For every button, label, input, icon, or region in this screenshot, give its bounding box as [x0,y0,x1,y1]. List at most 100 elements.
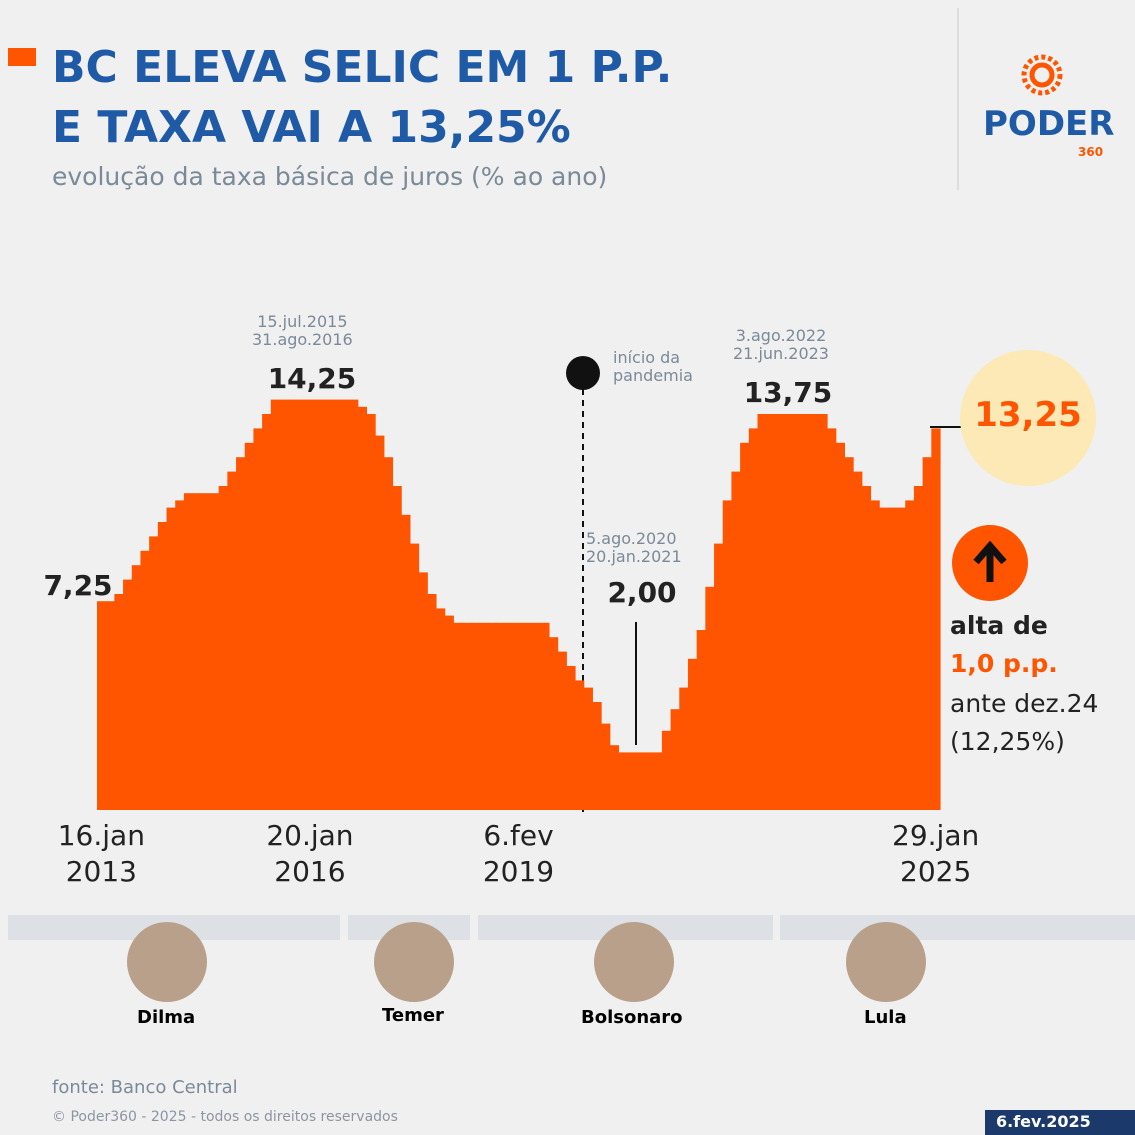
title: BC ELEVA SELIC EM 1 P.P. [52,44,672,92]
step-bar [488,623,497,810]
step-bar [123,580,132,810]
step-bar [836,443,845,810]
x-tick-label: 6.fev 2019 [449,818,589,891]
step-bar [471,623,480,810]
step-bar [184,493,193,810]
x-tick-label: 29.jan 2025 [866,818,1006,891]
step-bar [705,587,714,810]
step-bar [731,472,740,810]
step-bar [462,623,471,810]
step-bar [253,428,262,810]
step-bar [723,500,732,810]
step-bar [853,472,862,810]
step-bar [810,414,819,810]
value-label: 14,25 [252,364,372,395]
step-bar [749,428,758,810]
step-bar [175,500,184,810]
step-bar [140,551,149,810]
step-bar [862,486,871,810]
step-bar [844,457,853,810]
president-name: Bolsonaro [581,1008,683,1028]
x-tick-label: 16.jan 2013 [31,818,171,891]
callout: alta de [950,612,1048,640]
step-bar [888,508,897,810]
step-bar [897,508,906,810]
step-bar [601,724,610,810]
subtitle: evolução da taxa básica de juros (% ao a… [52,163,607,191]
value-label: 13,25 [960,397,1096,434]
step-bar [775,414,784,810]
step-bar [540,623,549,810]
step-bar [193,493,202,810]
step-bar [453,623,462,810]
step-bar [923,457,932,810]
step-bar [280,400,289,810]
step-bar [905,500,914,810]
title: E TAXA VAI A 13,25% [52,104,571,152]
source: fonte: Banco Central [52,1078,238,1098]
step-bar [523,623,532,810]
step-bar [697,630,706,810]
annotation: 15.jul.2015 31.ago.2016 [252,313,353,348]
step-bar [219,486,228,810]
step-bar [114,594,123,810]
logo-sun [1024,57,1060,93]
step-bar [688,659,697,810]
step-bar [149,536,158,810]
step-bar [627,752,636,810]
step-bar [410,544,419,810]
callout: 1,0 p.p. [950,650,1058,678]
step-bar [505,623,514,810]
step-bar [167,508,176,810]
president-name: Dilma [137,1008,195,1028]
step-bar [245,443,254,810]
president-name: Lula [864,1008,907,1028]
step-bar [375,436,384,810]
value-label: 7,25 [18,571,138,602]
step-bar [314,400,323,810]
step-bar [645,752,654,810]
step-bar [879,508,888,810]
president-name: Temer [382,1006,444,1026]
virus-icon [566,356,600,390]
callout: ante dez.24 [950,690,1098,718]
step-bar [575,680,584,810]
step-bar [497,623,506,810]
step-bar [271,400,280,810]
annotation: início da pandemia [613,349,693,384]
step-bar [288,400,297,810]
step-bar [445,616,454,810]
step-bar [827,428,836,810]
title-marker [8,48,36,66]
step-bar [366,414,375,810]
step-bar [479,623,488,810]
step-bar [566,666,575,810]
callout: (12,25%) [950,728,1065,756]
step-bar [618,752,627,810]
step-bar [584,688,593,810]
step-bar [227,472,236,810]
logo-sub: 360 [1078,146,1103,159]
step-bar [349,400,358,810]
page: BC ELEVA SELIC EM 1 P.P. E TAXA VAI A 13… [0,0,1135,1135]
step-bar [662,731,671,810]
step-bar [332,400,341,810]
step-bar [262,414,271,810]
step-bar [653,752,662,810]
step-bar [610,745,619,810]
step-bar [392,486,401,810]
step-bar [436,608,445,810]
step-bar [766,414,775,810]
step-bar [818,414,827,810]
step-bar [419,572,428,810]
step-bar [401,515,410,810]
step-bar [740,443,749,810]
step-bar [201,493,210,810]
step-bar [427,594,436,810]
step-bar [784,414,793,810]
step-bar [236,457,245,810]
step-bar [679,688,688,810]
step-bar [671,709,680,810]
step-bar [558,652,567,810]
step-bar [97,601,106,810]
